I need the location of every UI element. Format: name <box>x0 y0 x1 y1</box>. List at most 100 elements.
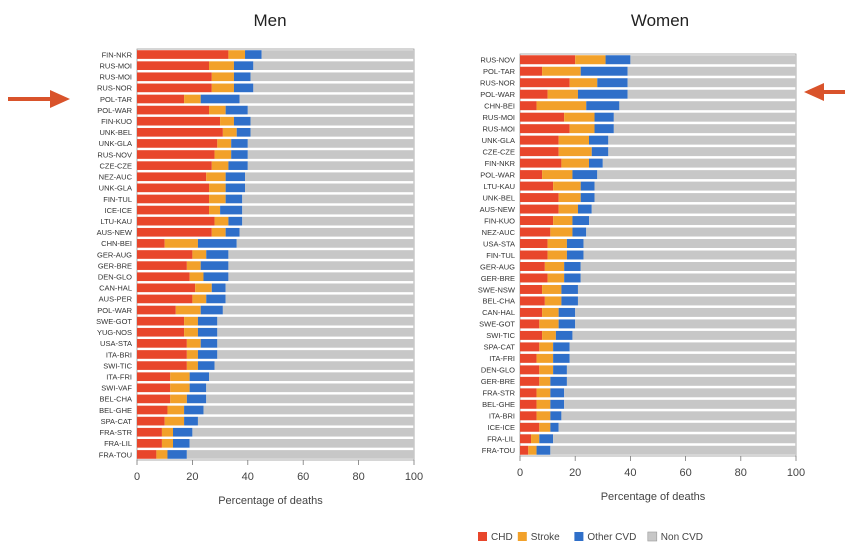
bar-segment-other-cvd <box>580 66 628 76</box>
bar-segment-other-cvd <box>597 78 628 88</box>
category-label: ITA-FRI <box>489 354 515 363</box>
bar-segment-other-cvd <box>566 250 584 260</box>
bar-segment-stroke <box>558 135 589 145</box>
bar-segment-non-cvd <box>589 216 796 226</box>
category-label: SPA-CAT <box>484 343 516 352</box>
bar-segment-stroke <box>161 439 174 448</box>
category-label: ITA-FRI <box>106 372 132 381</box>
bar-segment-chd <box>137 439 162 448</box>
bar-segment-chd <box>137 372 171 382</box>
bar-segment-other-cvd <box>572 170 598 180</box>
bar-segment-non-cvd <box>247 105 414 115</box>
bar-segment-non-cvd <box>239 94 414 104</box>
bar-segment-non-cvd <box>247 139 414 148</box>
bar-segment-chd <box>520 66 543 76</box>
category-label: FRA-STR <box>483 389 516 398</box>
x-tick-label: 0 <box>517 467 523 479</box>
bar-segment-non-cvd <box>206 383 414 393</box>
bar-segment-chd <box>137 161 212 170</box>
bar-segment-stroke <box>539 342 554 352</box>
bar-segment-chd <box>137 183 210 193</box>
bar-segment-other-cvd <box>589 158 603 168</box>
bar-segment-other-cvd <box>197 361 215 370</box>
bar-segment-other-cvd <box>591 147 609 157</box>
bar-segment-stroke <box>547 89 578 99</box>
bar-segment-chd <box>137 250 193 259</box>
bar-segment-non-cvd <box>602 158 796 168</box>
x-tick-label: 60 <box>297 471 309 483</box>
x-tick-label: 80 <box>352 471 364 483</box>
bar-segment-other-cvd <box>566 239 584 248</box>
bar-segment-stroke <box>547 239 567 248</box>
bar-segment-non-cvd <box>561 411 796 421</box>
bar-segment-stroke <box>539 376 551 386</box>
bar-segment-non-cvd <box>242 194 414 204</box>
bar-segment-non-cvd <box>217 327 414 337</box>
bar-segment-non-cvd <box>186 450 414 459</box>
legend-swatch <box>647 531 658 542</box>
bar-segment-other-cvd <box>231 150 248 159</box>
bar-segment-non-cvd <box>613 124 796 134</box>
bar-segment-chd <box>137 394 171 404</box>
bar-segment-chd <box>137 105 210 115</box>
bar-segment-other-cvd <box>200 94 240 104</box>
category-label: POL-WAR <box>480 90 515 99</box>
bar-segment-stroke <box>536 353 554 363</box>
legend-swatch <box>517 532 527 541</box>
bar-segment-non-cvd <box>245 183 414 193</box>
bar-segment-chd <box>137 405 168 415</box>
category-label: CAN-HAL <box>99 284 132 293</box>
bar-segment-non-cvd <box>222 305 414 315</box>
bar-segment-chd <box>520 353 537 363</box>
category-label: SPA-CAT <box>101 417 133 426</box>
bar-segment-chd <box>137 205 210 215</box>
bar-segment-stroke <box>547 273 565 283</box>
bar-segment-other-cvd <box>189 383 207 393</box>
bar-segment-chd <box>137 83 212 93</box>
category-label: RUS-NOR <box>480 79 516 88</box>
bar-segment-stroke <box>220 116 234 126</box>
bar-segment-chd <box>137 416 165 426</box>
bar-segment-stroke <box>206 172 226 182</box>
bar-segment-non-cvd <box>228 250 414 259</box>
bar-segment-stroke <box>175 305 201 315</box>
bar-segment-other-cvd <box>173 439 190 448</box>
bar-segment-stroke <box>564 112 595 122</box>
bar-segment-stroke <box>211 227 226 237</box>
bar-segment-other-cvd <box>564 273 581 283</box>
bar-segment-non-cvd <box>619 101 796 111</box>
category-label: RUS-MOI <box>483 124 516 133</box>
bar-segment-stroke <box>184 327 198 337</box>
bar-segment-other-cvd <box>586 101 620 111</box>
bar-segment-stroke <box>211 161 229 170</box>
category-label: CZE-CZE <box>483 147 516 156</box>
bar-segment-other-cvd <box>550 376 567 386</box>
category-label: RUS-NOV <box>97 150 132 159</box>
bar-segment-stroke <box>542 170 573 180</box>
bar-segment-stroke <box>542 66 581 76</box>
bar-segment-non-cvd <box>253 83 414 93</box>
category-label: NEZ-AUC <box>99 173 133 182</box>
bar-segment-stroke <box>569 78 598 88</box>
bar-segment-non-cvd <box>580 273 796 283</box>
bar-segment-other-cvd <box>197 316 218 326</box>
bar-segment-chd <box>520 250 548 260</box>
bar-segment-other-cvd <box>233 72 251 82</box>
bar-segment-stroke <box>553 216 573 226</box>
bar-segment-non-cvd <box>217 339 414 348</box>
bar-segment-non-cvd <box>594 181 796 191</box>
bar-segment-chd <box>520 112 565 122</box>
bar-segment-chd <box>520 181 554 191</box>
bar-segment-stroke <box>195 283 212 293</box>
category-label: CZE-CZE <box>100 161 133 170</box>
bar-segment-chd <box>137 50 229 59</box>
category-label: AUS-NEW <box>480 205 516 214</box>
bar-segment-chd <box>137 216 215 226</box>
category-label: FRA-LIL <box>104 439 132 448</box>
category-label: UNK-GLA <box>482 136 515 145</box>
bar-segment-chd <box>520 411 537 421</box>
bar-segment-stroke <box>228 50 246 59</box>
legend-label: Other CVD <box>587 532 636 543</box>
bar-segment-non-cvd <box>564 399 796 409</box>
bar-segment-other-cvd <box>231 139 248 148</box>
